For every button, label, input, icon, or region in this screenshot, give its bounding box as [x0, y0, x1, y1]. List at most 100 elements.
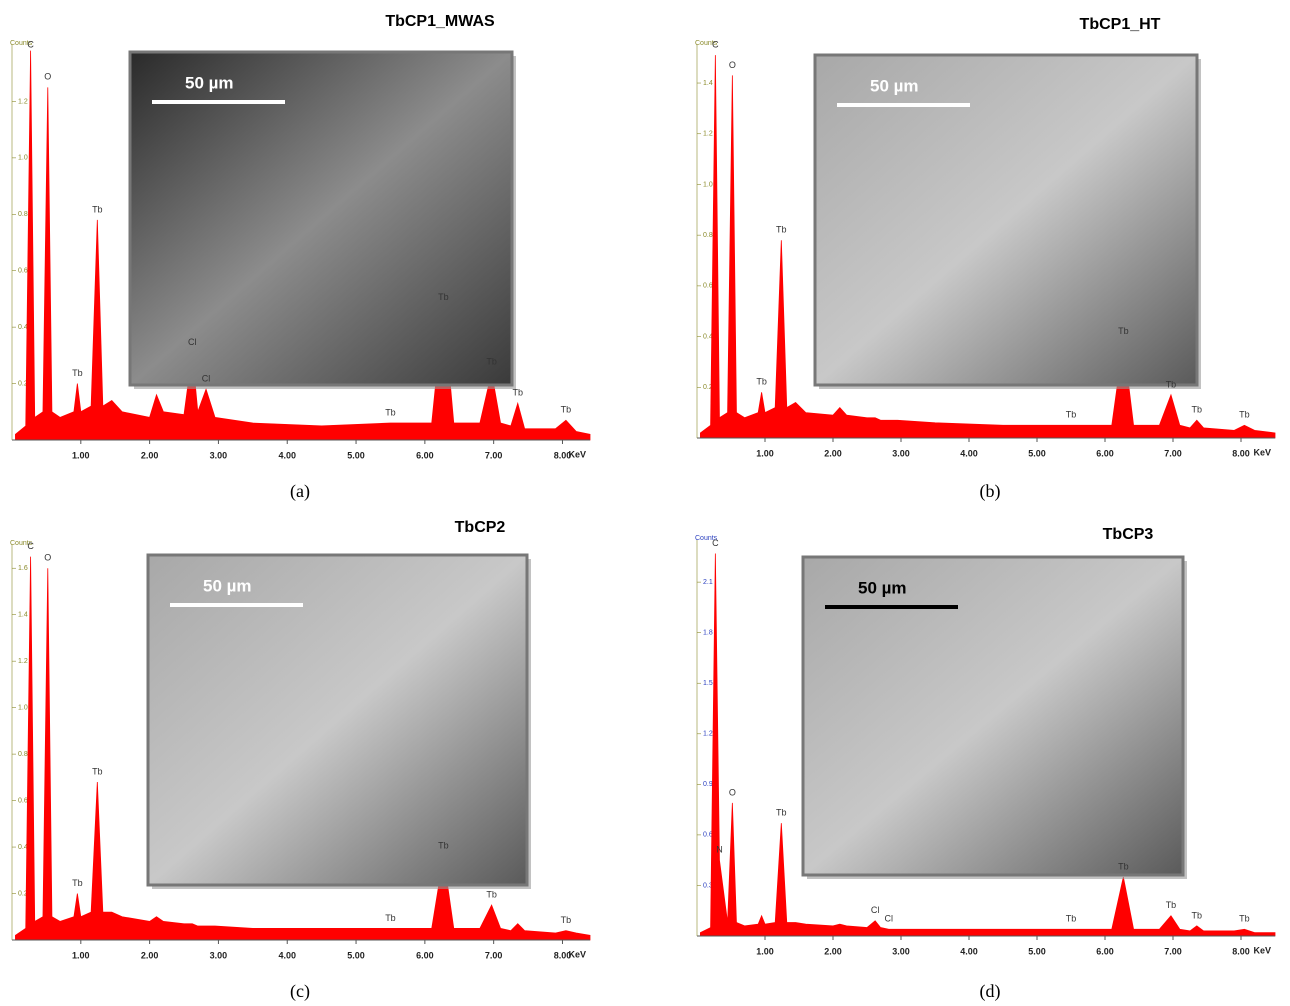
- x-tick-label: 6.00: [1096, 946, 1114, 956]
- x-tick-label: 2.00: [141, 950, 159, 960]
- peak-label: Tb: [385, 407, 396, 417]
- peak-label: Cl: [885, 914, 894, 924]
- peak-label: O: [729, 60, 736, 70]
- peak-label: Cl: [188, 337, 197, 347]
- peak-label: Tb: [486, 357, 497, 367]
- peak-label: Tb: [438, 292, 449, 302]
- x-tick-label: 8.00: [1232, 448, 1250, 458]
- scale-label: 50 µm: [858, 578, 907, 597]
- peak-label: Tb: [512, 388, 523, 398]
- scale-label: 50 µm: [185, 73, 234, 92]
- x-axis-label: KeV: [1253, 945, 1271, 955]
- x-tick-label: 1.00: [72, 950, 90, 960]
- x-tick-label: 4.00: [278, 950, 296, 960]
- x-tick-label: 6.00: [416, 950, 434, 960]
- x-tick-label: 3.00: [892, 448, 910, 458]
- peak-label: Tb: [1066, 410, 1077, 420]
- x-tick-label: 1.00: [756, 448, 774, 458]
- y-tick-label: 1.0: [703, 181, 713, 188]
- peak-label: Tb: [438, 841, 449, 851]
- x-tick-label: 5.00: [1028, 448, 1046, 458]
- peak-label: Tb: [1192, 910, 1203, 920]
- x-tick-label: 5.00: [1028, 946, 1046, 956]
- y-tick-label: 1.6: [18, 565, 28, 572]
- scale-label: 50 µm: [870, 76, 919, 95]
- peak-label: Tb: [1239, 914, 1250, 924]
- peak-label: C: [27, 39, 34, 49]
- figure: 0.20.40.60.81.01.2Counts1.002.003.004.00…: [0, 0, 1290, 1006]
- x-tick-label: 3.00: [892, 946, 910, 956]
- y-tick-label: 1.0: [18, 155, 28, 162]
- y-tick-label: 1.2: [703, 731, 713, 738]
- x-axis-label: KeV: [568, 449, 586, 459]
- y-tick-label: 0.8: [703, 232, 713, 239]
- x-tick-label: 2.00: [141, 450, 159, 460]
- panel-caption: (a): [290, 481, 310, 502]
- panel-caption: (b): [980, 481, 1001, 502]
- y-tick-label: 0.9: [703, 781, 713, 788]
- peak-label: Tb: [756, 377, 767, 387]
- peak-label: Tb: [1166, 379, 1177, 389]
- y-tick-label: 0.6: [18, 797, 28, 804]
- x-axis-label: KeV: [1253, 447, 1271, 457]
- peak-label: Tb: [1118, 861, 1129, 871]
- peak-label: Tb: [92, 766, 103, 776]
- x-tick-label: 3.00: [210, 450, 228, 460]
- y-tick-label: 1.2: [18, 98, 28, 105]
- peak-label: Cl: [202, 374, 211, 384]
- sem-inset: [803, 557, 1183, 875]
- peak-label: Tb: [561, 915, 572, 925]
- y-tick-label: 1.0: [18, 704, 28, 711]
- peak-label: Tb: [776, 225, 787, 235]
- x-axis-label: KeV: [568, 949, 586, 959]
- x-tick-label: 5.00: [347, 450, 365, 460]
- peak-label: Tb: [72, 368, 83, 378]
- x-tick-label: 4.00: [960, 946, 978, 956]
- x-tick-label: 1.00: [72, 450, 90, 460]
- x-tick-label: 1.00: [756, 946, 774, 956]
- panel-caption: (c): [290, 981, 310, 1002]
- chart-title: TbCP3: [1103, 526, 1154, 543]
- peak-label: Tb: [72, 878, 83, 888]
- peak-label: Tb: [1118, 326, 1129, 336]
- page: {"chart_data": [ {"type": "line", "title…: [0, 0, 1290, 1006]
- peak-label: O: [729, 787, 736, 797]
- x-tick-label: 3.00: [210, 950, 228, 960]
- scale-label: 50 µm: [203, 576, 252, 595]
- y-tick-label: 0.8: [18, 211, 28, 218]
- chart-title: TbCP1_HT: [1080, 16, 1161, 33]
- chart-title: TbCP2: [455, 519, 506, 536]
- chart-title: TbCP1_MWAS: [385, 13, 495, 30]
- peak-label: Cl: [871, 905, 880, 915]
- y-tick-label: 1.8: [703, 630, 713, 637]
- x-tick-label: 4.00: [278, 450, 296, 460]
- x-tick-label: 7.00: [485, 450, 503, 460]
- x-tick-label: 4.00: [960, 448, 978, 458]
- peak-label: Tb: [1192, 405, 1203, 415]
- y-tick-label: 1.4: [18, 612, 28, 619]
- x-tick-label: 2.00: [824, 448, 842, 458]
- peak-label: Tb: [1166, 900, 1177, 910]
- x-tick-label: 8.00: [1232, 946, 1250, 956]
- y-tick-label: 2.1: [703, 579, 713, 586]
- y-tick-label: 0.6: [18, 268, 28, 275]
- y-tick-label: 0.8: [18, 751, 28, 758]
- peak-label: Tb: [92, 204, 103, 214]
- peak-label: Tb: [776, 807, 787, 817]
- y-tick-label: 1.4: [703, 80, 713, 87]
- y-tick-label: 1.2: [18, 658, 28, 665]
- y-tick-label: 0.6: [703, 283, 713, 290]
- peak-label: O: [44, 72, 51, 82]
- y-tick-label: 0.4: [18, 844, 28, 851]
- x-tick-label: 6.00: [416, 450, 434, 460]
- peak-label: Tb: [1066, 914, 1077, 924]
- x-tick-label: 6.00: [1096, 448, 1114, 458]
- peak-label: C: [712, 538, 719, 548]
- peak-label: Tb: [486, 890, 497, 900]
- x-tick-label: 7.00: [1164, 448, 1182, 458]
- peak-label: C: [712, 40, 719, 50]
- peak-label: Tb: [385, 913, 396, 923]
- peak-label: Tb: [1239, 410, 1250, 420]
- y-tick-label: 0.4: [18, 324, 28, 331]
- x-tick-label: 7.00: [1164, 946, 1182, 956]
